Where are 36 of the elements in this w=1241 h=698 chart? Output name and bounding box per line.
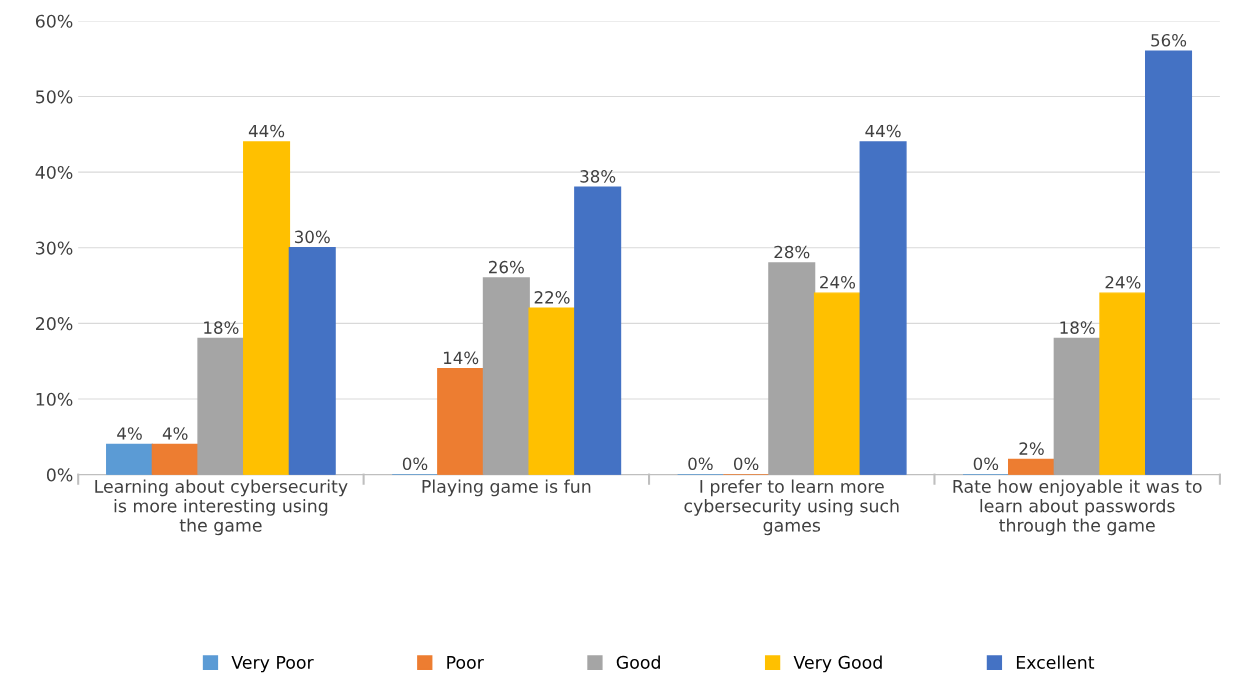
y-tick-label: 40% bbox=[35, 165, 73, 180]
data-label: 24% bbox=[820, 275, 856, 289]
y-tick-label: 20% bbox=[36, 317, 73, 331]
x-tick-label: Learning about cybersecurity is more interesting using the game bbox=[95, 479, 348, 536]
data-label: 44% bbox=[865, 124, 901, 138]
data-label: 0% bbox=[733, 457, 759, 471]
data-label: 4% bbox=[162, 427, 188, 440]
data-label: 0% bbox=[688, 457, 713, 471]
data-label: 56% bbox=[1151, 33, 1187, 47]
data-label: 24% bbox=[1105, 275, 1141, 289]
data-label: 44% bbox=[248, 124, 285, 138]
data-label: 38% bbox=[580, 170, 616, 183]
x-tick-label: I prefer to learn more cybersecurity using such games bbox=[684, 479, 899, 536]
data-label: 28% bbox=[774, 245, 810, 259]
legend-label: Very Poor bbox=[231, 655, 314, 673]
y-tick-label: 30% bbox=[36, 241, 73, 255]
data-label: 22% bbox=[534, 291, 570, 304]
data-label: 2% bbox=[1019, 442, 1044, 455]
y-tick-label: 0% bbox=[46, 468, 73, 482]
data-label: 30% bbox=[294, 230, 330, 244]
x-tick-label: Rate how enjoyable it was to learn about passwords through the game bbox=[953, 479, 1202, 536]
legend-label: Excellent bbox=[1016, 655, 1095, 669]
data-label: 14% bbox=[443, 351, 479, 365]
x-tick-label: Playing game is fun bbox=[422, 479, 591, 497]
data-label: 18% bbox=[204, 321, 239, 334]
y-tick-label: 50% bbox=[36, 90, 73, 104]
legend-label: Good bbox=[616, 655, 660, 669]
y-tick-label: 60% bbox=[35, 14, 73, 28]
data-label: 0% bbox=[402, 457, 428, 471]
legend-label: Poor bbox=[447, 655, 484, 669]
legend-label: Very Good bbox=[793, 655, 882, 673]
data-label: 4% bbox=[117, 427, 142, 440]
data-label: 0% bbox=[973, 457, 999, 471]
data-label: 18% bbox=[1060, 321, 1095, 334]
data-label: 26% bbox=[489, 260, 524, 274]
y-tick-label: 10% bbox=[36, 392, 73, 406]
